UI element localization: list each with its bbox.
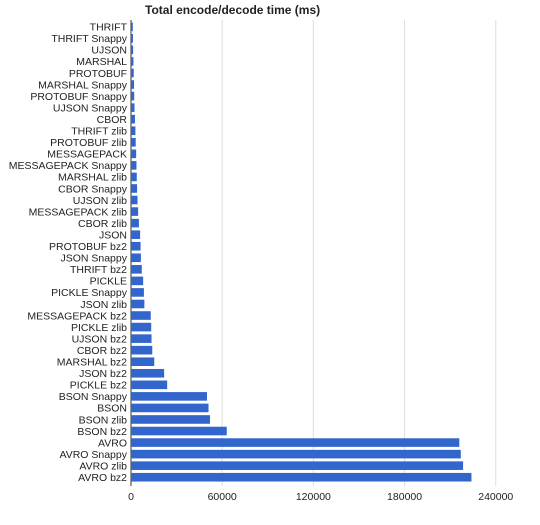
bar [131,449,461,459]
bar [131,103,135,112]
category-label: BSON Snappy [59,391,128,403]
x-tick-label: 120000 [296,491,331,503]
x-tick-label: 60000 [208,491,237,503]
bar [131,380,168,390]
bar [131,218,139,228]
bar [131,368,165,378]
bar [131,137,136,147]
category-label: THRIFT [90,22,128,34]
category-label: THRIFT Snappy [51,33,127,45]
bar [131,230,141,239]
category-label: MESSAGEPACK Snappy [9,160,128,172]
category-label: UJSON Snappy [53,102,128,114]
category-label: UJSON [91,45,127,57]
bar [131,45,134,55]
category-label: CBOR [97,114,128,126]
category-label: AVRO Snappy [59,449,127,461]
category-label: MESSAGEPACK zlib [29,206,128,218]
category-label: THRIFT bz2 [70,264,127,276]
bar [131,22,133,32]
bar [131,161,137,170]
category-label: PROTOBUF [69,68,127,80]
x-axis-tick-labels: 0 60000 120000 180000 240000 [128,491,513,503]
bar [131,426,227,436]
bar [131,184,138,193]
category-label: CBOR Snappy [58,183,128,195]
chart-title: Total encode/decode time (ms) [145,3,320,17]
category-label: UJSON zlib [73,195,127,207]
bar [131,57,134,66]
bar [131,299,145,309]
category-label: MARSHAL bz2 [57,357,127,369]
x-tick-label: 0 [128,491,134,503]
category-label: PICKLE zlib [71,322,127,334]
category-label: BSON [97,403,127,415]
category-label: PROTOBUF zlib [50,137,127,149]
category-label: PROTOBUF bz2 [49,241,127,253]
category-label: PICKLE Snappy [51,287,128,299]
bar [131,311,151,320]
bar [131,345,153,355]
bar [131,334,152,343]
category-label: JSON zlib [80,299,127,311]
bar [131,472,472,482]
bar [131,276,144,286]
bar [131,461,464,470]
bars [131,22,472,482]
bar [131,68,134,78]
bar [131,438,460,447]
bar [131,91,135,101]
category-label: JSON Snappy [60,253,127,265]
bar [131,403,209,413]
x-tick-label: 180000 [387,491,422,503]
category-label: BSON zlib [79,414,128,426]
bar [131,149,137,159]
category-label: MESSAGEPACK bz2 [27,310,127,322]
bar [131,126,136,136]
bar [131,207,139,216]
category-label: AVRO zlib [79,460,127,472]
category-label: JSON bz2 [79,368,127,380]
category-label: MESSAGEPACK [47,149,127,161]
bar [131,357,155,367]
category-label: THRIFT zlib [71,126,127,138]
bar [131,80,135,89]
x-tick-label: 240000 [478,491,513,503]
bar [131,195,138,205]
category-label: PICKLE bz2 [70,380,127,392]
category-label: AVRO bz2 [78,472,127,484]
category-label: MARSHAL Snappy [38,79,128,91]
category-label: PROTOBUF Snappy [30,91,127,103]
category-label: PICKLE [90,276,127,288]
category-label: BSON bz2 [77,426,127,438]
category-label: MARSHAL zlib [58,172,127,184]
bar [131,392,207,401]
bar [131,322,152,332]
category-label: JSON [99,229,127,241]
bar [131,34,133,43]
category-label: CBOR zlib [78,218,127,230]
bar [131,415,211,424]
bar [131,265,142,274]
bar [131,253,141,263]
bar [131,241,141,251]
bar [131,288,144,297]
category-label: CBOR bz2 [77,345,127,357]
category-label: MARSHAL [76,56,127,68]
category-label: UJSON bz2 [72,333,128,345]
category-label: AVRO [98,437,127,449]
bar [131,172,137,182]
bar [131,114,135,124]
